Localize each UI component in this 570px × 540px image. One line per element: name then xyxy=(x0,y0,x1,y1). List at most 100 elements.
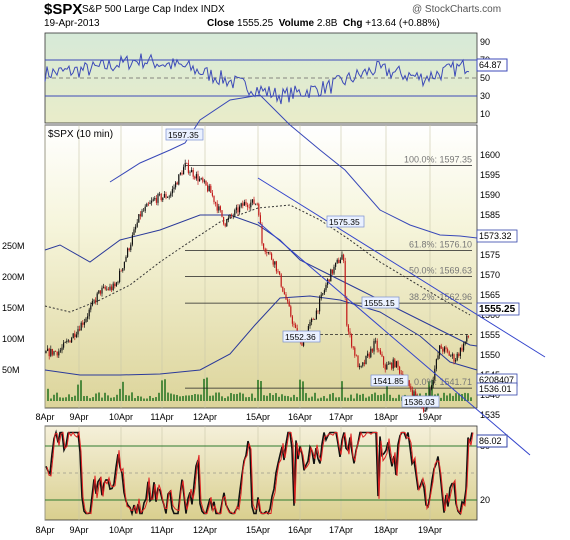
x-axis-label: 8Apr xyxy=(35,525,54,535)
candle-body xyxy=(255,203,257,205)
symbol-title: $SPX xyxy=(44,1,83,18)
x-axis-label: 10Apr xyxy=(109,412,133,422)
volume-bar xyxy=(443,392,445,401)
volume-bar xyxy=(209,395,211,401)
candle-body xyxy=(379,350,381,355)
volume-bar xyxy=(212,395,214,401)
candle-body xyxy=(104,286,106,290)
candle-body xyxy=(381,354,383,357)
volume-tick-label: 100M xyxy=(2,334,25,344)
candle-body xyxy=(258,204,260,216)
candle-body xyxy=(245,201,247,205)
volume-bar xyxy=(152,397,154,401)
candle-body xyxy=(280,274,282,287)
candle-body xyxy=(135,226,137,230)
chg-value: +13.64 (+0.88%) xyxy=(365,18,440,29)
candle-body xyxy=(397,361,399,367)
candle-body xyxy=(408,380,410,387)
price-tick-label: 1570 xyxy=(480,270,500,280)
volume-bar xyxy=(173,394,175,401)
candle-body xyxy=(360,365,362,367)
candle-body xyxy=(56,351,58,356)
candle-body xyxy=(445,347,447,350)
candle-body xyxy=(279,271,281,275)
volume-bar xyxy=(62,397,64,401)
volume-bar xyxy=(299,379,301,401)
volume-bar xyxy=(440,397,442,401)
candle-body xyxy=(231,214,233,216)
candle-body xyxy=(167,197,169,198)
candle-body xyxy=(285,294,287,300)
volume-bar xyxy=(230,393,232,401)
volume-bar xyxy=(302,381,304,401)
candle-body xyxy=(453,354,455,362)
volume-bar xyxy=(332,392,334,401)
candle-body xyxy=(410,386,412,391)
volume-bar xyxy=(338,397,340,401)
candle-body xyxy=(370,348,372,358)
main-price-panel: 1600159515901585158015751570156515601555… xyxy=(2,94,546,456)
candle-body xyxy=(123,261,125,269)
volume-bar xyxy=(176,394,178,401)
candle-body xyxy=(330,269,332,282)
chart-header: $SPX S&P 500 Large Cap Index INDX @ Stoc… xyxy=(0,0,570,32)
volume-bar xyxy=(215,392,217,401)
candle-body xyxy=(226,219,228,227)
candle-body xyxy=(93,300,95,302)
candle-body xyxy=(59,350,61,352)
volume-bar xyxy=(278,396,280,401)
volume-bar xyxy=(59,397,61,401)
volume-bar xyxy=(194,394,196,401)
volume-bar xyxy=(446,395,448,401)
candle-body xyxy=(143,210,145,212)
candle-body xyxy=(181,172,183,175)
candle-body xyxy=(98,290,100,294)
candle-body xyxy=(375,340,377,342)
candle-body xyxy=(127,248,129,257)
volume-bar xyxy=(182,395,184,401)
volume-bar xyxy=(347,397,349,401)
x-axis-label: 11Apr xyxy=(150,412,173,422)
candle-body xyxy=(365,355,367,364)
candle-body xyxy=(440,345,442,349)
candle-body xyxy=(325,284,327,291)
candle-body xyxy=(90,305,92,310)
fib-level-label: 100.0%: 1597.35 xyxy=(404,155,472,165)
volume-bar xyxy=(134,398,136,401)
candle-body xyxy=(256,203,258,205)
candle-body xyxy=(211,192,213,196)
candle-body xyxy=(197,174,199,182)
volume-bar xyxy=(188,395,190,401)
price-annotation-box xyxy=(370,374,409,387)
candle-body xyxy=(288,301,290,307)
volume-bar xyxy=(281,394,283,401)
candle-body xyxy=(82,322,84,325)
candle-body xyxy=(439,345,441,356)
price-tick-label: 1550 xyxy=(480,350,500,360)
candle-body xyxy=(341,254,343,260)
oscillator-last-value: 86.02 xyxy=(479,436,502,446)
x-axis-label: 18Apr xyxy=(374,412,398,422)
rsi-panel: 9070503010 64.87 xyxy=(44,32,508,124)
candle-body xyxy=(266,251,268,254)
candle-body xyxy=(186,162,188,164)
candle-body xyxy=(120,270,122,272)
candle-body xyxy=(71,338,73,343)
candle-body xyxy=(437,355,439,360)
candle-body xyxy=(187,163,189,173)
candle-body xyxy=(464,341,466,344)
candle-body xyxy=(91,301,93,306)
candle-body xyxy=(272,259,274,265)
candle-body xyxy=(335,262,337,267)
volume-bar xyxy=(191,395,193,401)
candle-body xyxy=(200,178,202,179)
candle-body xyxy=(122,268,124,271)
candle-body xyxy=(178,174,180,185)
candle-body xyxy=(207,185,209,192)
volume-bar xyxy=(74,395,76,401)
x-axis-label: 10Apr xyxy=(109,525,133,535)
candle-body xyxy=(199,178,201,182)
volume-bar xyxy=(368,396,370,401)
x-axis-label: 16Apr xyxy=(288,412,312,422)
candle-body xyxy=(69,340,71,343)
